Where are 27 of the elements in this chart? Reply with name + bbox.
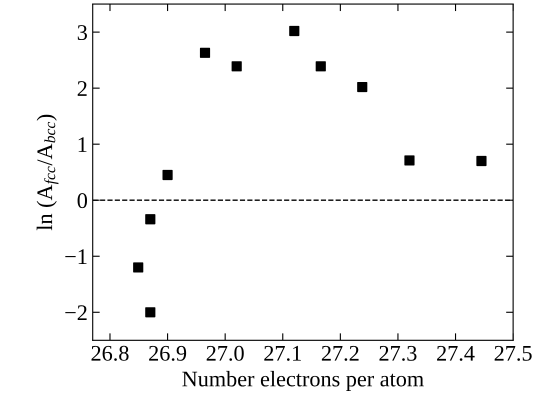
x-tick-label: 27.1 — [264, 346, 301, 361]
point — [404, 155, 415, 166]
y-tick-label: 0 — [78, 193, 87, 208]
y-tick-label: 3 — [78, 25, 87, 40]
point — [476, 156, 487, 166]
x-tick-label: 27.2 — [322, 346, 359, 361]
point — [357, 82, 368, 92]
y-axis-title: ln (A$_{fcc}$/A$_{bcc}$) — [36, 114, 58, 230]
x-tick-label: 27.4 — [437, 346, 475, 361]
y-tick-label: 1 — [78, 137, 87, 152]
x-tick-label: 27.3 — [379, 346, 417, 361]
y-tick-label: 2 — [78, 81, 87, 96]
point — [145, 307, 156, 318]
y-tick-label: −1 — [65, 249, 87, 264]
x-tick-label: 27.0 — [206, 346, 244, 361]
point — [232, 61, 242, 72]
point — [200, 48, 210, 58]
x-tick-label: 26.8 — [92, 346, 129, 361]
y-tick-label: −2 — [65, 305, 87, 320]
x-tick-label: 26.9 — [149, 346, 186, 361]
point — [145, 214, 156, 224]
point — [133, 262, 144, 273]
x-tick-label: 27.5 — [494, 346, 532, 361]
point — [289, 26, 300, 36]
x-axis-title: Number electrons per atom — [182, 370, 424, 392]
point — [162, 170, 173, 180]
point — [316, 61, 326, 72]
